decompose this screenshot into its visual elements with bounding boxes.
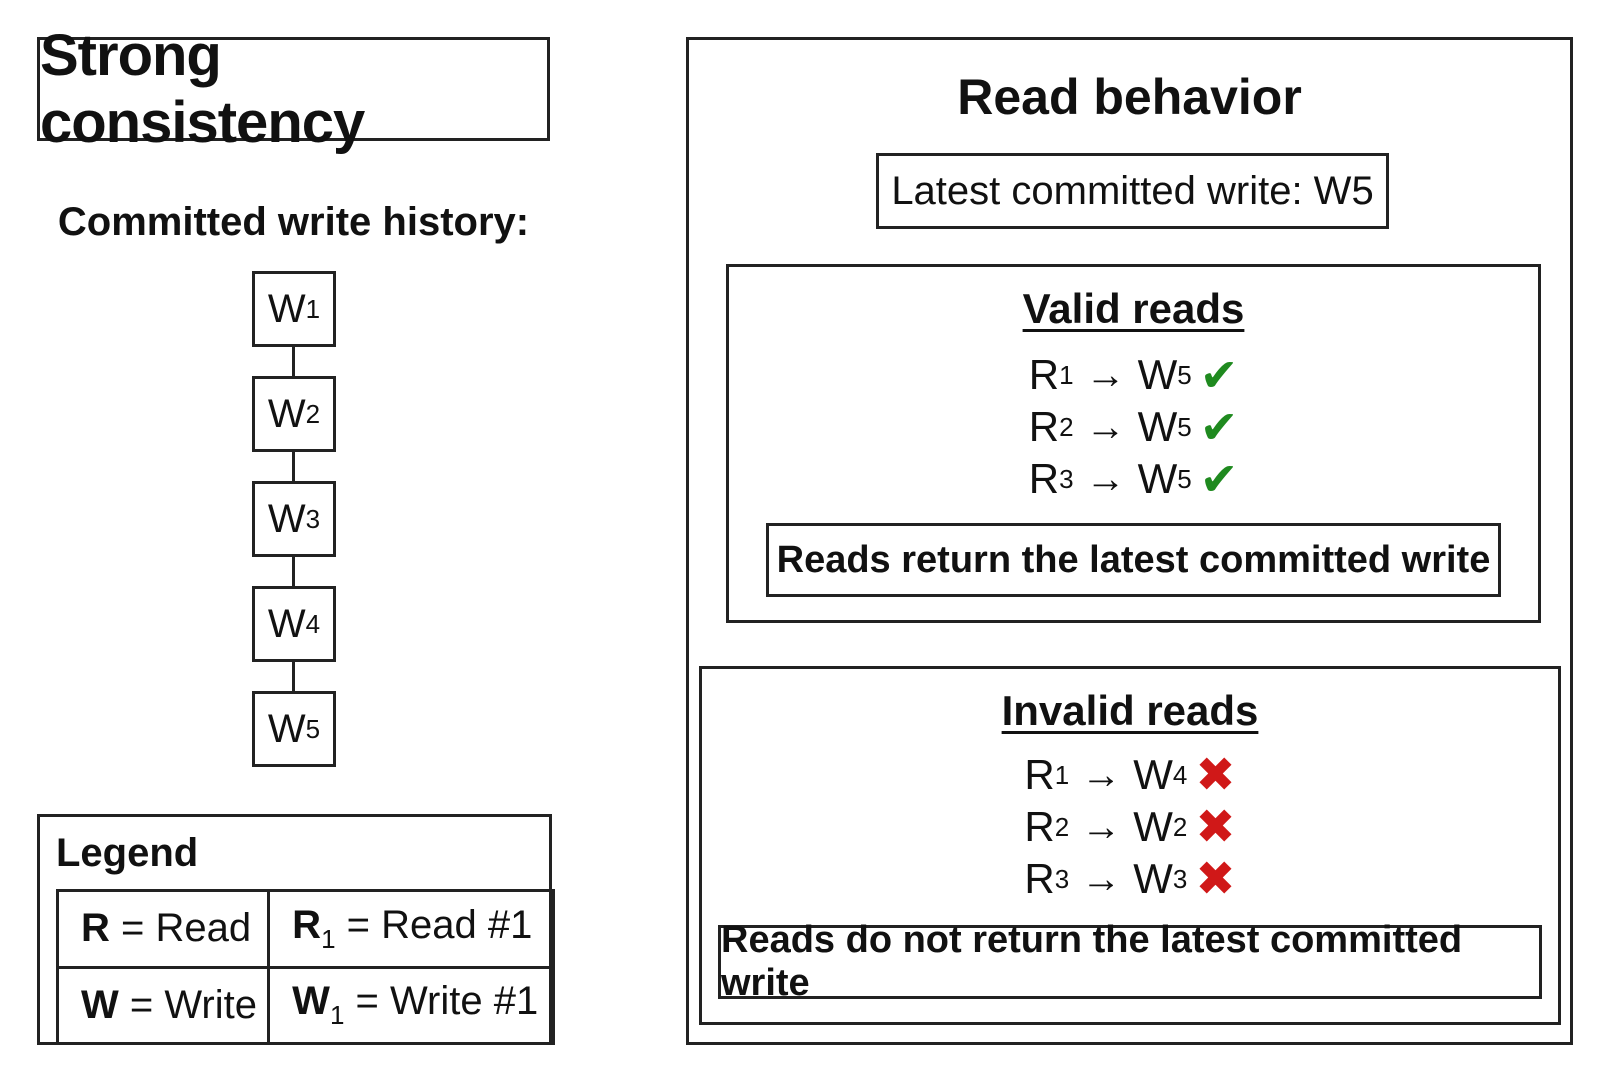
legend-cell: R = Read xyxy=(55,889,271,969)
chain-connector xyxy=(292,347,295,377)
cross-icon: ✖ xyxy=(1195,749,1236,802)
arrow-icon: → xyxy=(1085,456,1126,501)
legend-cell: R1 = Read #1 xyxy=(267,889,555,969)
valid-reads-title: Valid reads xyxy=(1022,285,1245,332)
legend-title: Legend xyxy=(56,831,199,875)
diagram-title: Strong consistency xyxy=(40,23,365,155)
chain-connector xyxy=(292,452,295,482)
cross-icon: ✖ xyxy=(1195,853,1236,906)
arrow-icon: → xyxy=(1081,804,1122,849)
valid-summary: Reads return the latest committed write xyxy=(766,523,1501,597)
legend-cell: W1 = Write #1 xyxy=(267,965,555,1045)
check-icon: ✔ xyxy=(1199,453,1239,505)
check-icon: ✔ xyxy=(1199,401,1239,453)
chain-connector xyxy=(292,662,295,692)
arrow-icon: → xyxy=(1081,856,1122,901)
legend-cell: W = Write xyxy=(55,965,271,1045)
check-icon: ✔ xyxy=(1199,349,1239,401)
arrow-icon: → xyxy=(1085,352,1126,397)
arrow-icon: → xyxy=(1085,404,1126,449)
diagram-title-box: Strong consistency xyxy=(37,23,550,155)
invalid-reads-title: Invalid reads xyxy=(1001,687,1259,734)
history-label: Committed write history: xyxy=(57,200,530,244)
legend-table: R = Read R1 = Read #1 W = Write W1 = Wri… xyxy=(55,889,555,1045)
invalid-summary: Reads do not return the latest committed… xyxy=(718,919,1542,1004)
chain-connector xyxy=(292,557,295,587)
arrow-icon: → xyxy=(1081,752,1122,797)
cross-icon: ✖ xyxy=(1195,801,1236,854)
read-behavior-title: Read behavior xyxy=(957,69,1302,125)
legend: Legend R = Read R1 = Read #1 W = Write W… xyxy=(37,814,555,1045)
